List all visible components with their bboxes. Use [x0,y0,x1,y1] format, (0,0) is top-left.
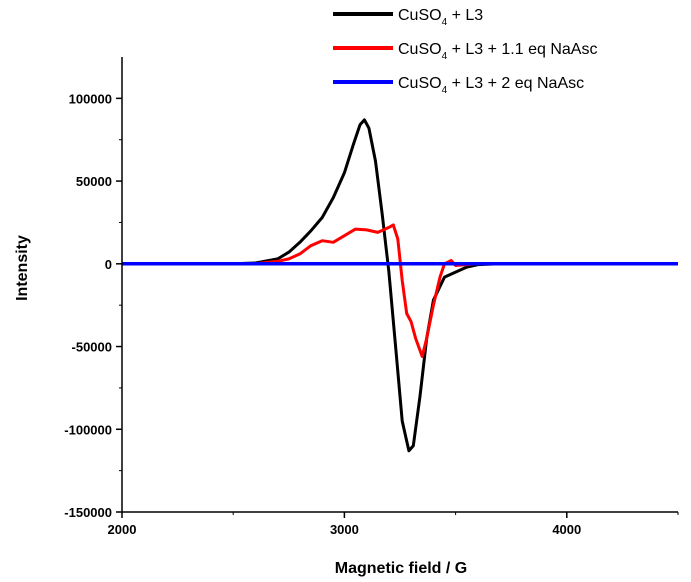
y-tick-label: -50000 [72,340,112,355]
y-tick-label: -150000 [64,505,112,520]
legend-label-3: CuSO4 + L3 + 2 eq NaAsc [398,75,584,96]
series-line-1 [122,118,678,453]
legend-label-1: CuSO4 + L3 [398,7,483,28]
y-tick-label: 100000 [69,91,112,106]
x-tick-label: 4000 [552,522,581,537]
y-axis-title: Intensity [14,235,31,301]
y-tick-label: 50000 [76,174,112,189]
axes: -150000 -100000 -50000 0 50000 100000 2000 3000… [64,57,679,537]
legend: CuSO4 + L3 CuSO4 + L3 + 1.1 eq NaAsc CuSO4… [333,7,597,96]
x-tick-label: 3000 [330,522,359,537]
plot-content [122,118,678,453]
y-tick-label: 0 [105,257,112,272]
series-line-2 [122,223,678,358]
legend-label-2: CuSO4 + L3 + 1.1 eq NaAsc [398,41,597,62]
x-tick-label: 2000 [108,522,137,537]
x-axis-title: Magnetic field / G [335,560,467,577]
y-tick-label: -100000 [64,422,112,437]
